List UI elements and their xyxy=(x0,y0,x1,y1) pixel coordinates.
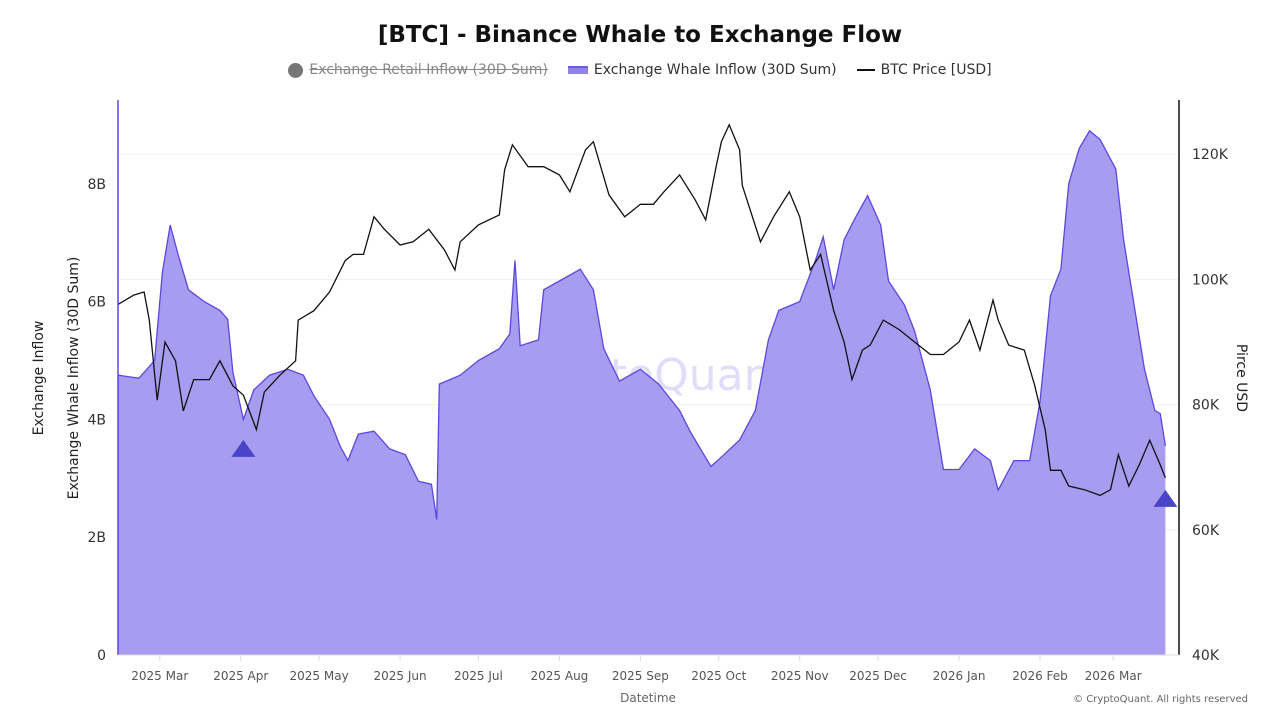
x-tick-label: 2025 Aug xyxy=(531,669,589,683)
copyright: © CryptoQuant. All rights reserved xyxy=(1073,694,1248,705)
x-tick-label: 2025 Apr xyxy=(213,669,268,683)
triangle-marker-icon xyxy=(1153,489,1178,507)
y-left-tick-label: 4B xyxy=(87,412,106,428)
legend-item-btc-price[interactable]: BTC Price [USD] xyxy=(856,62,992,78)
x-axis-label: Datetime xyxy=(620,691,676,705)
y-left-tick-label: 6B xyxy=(87,295,106,311)
x-tick-label: 2025 Nov xyxy=(771,669,829,683)
legend-label: Exchange Whale Inflow (30D Sum) xyxy=(593,62,837,78)
x-tick-label: 2025 Sep xyxy=(612,669,669,683)
y-axis-outer-label: Exchange Inflow xyxy=(31,321,47,436)
x-tick-label: 2026 Mar xyxy=(1085,669,1142,683)
whale-inflow-area xyxy=(118,130,1166,656)
y-right-tick-label: 100K xyxy=(1192,272,1229,288)
x-tick-label: 2025 Jun xyxy=(374,669,427,683)
legend-label: Exchange Retail Inflow (30D Sum) xyxy=(309,62,548,78)
whale-inflow-line xyxy=(117,129,1167,520)
x-tick-label: 2026 Feb xyxy=(1012,669,1068,683)
legend: Exchange Retail Inflow (30D Sum) Exchang… xyxy=(0,62,1280,78)
y-right-tick-label: 40K xyxy=(1192,648,1220,664)
triangle-marker-icon xyxy=(231,439,256,457)
y-right-tick-label: 60K xyxy=(1192,523,1220,539)
y-right-tick-label: 80K xyxy=(1192,398,1220,414)
y-axis-left-label: Exchange Whale Inflow (30D Sum) xyxy=(66,257,82,500)
y-left-tick-label: 0 xyxy=(97,648,106,664)
legend-item-whale-inflow[interactable]: Exchange Whale Inflow (30D Sum) xyxy=(567,62,837,78)
y-axis-right-label: Pirce USD xyxy=(1233,344,1249,412)
x-tick-label: 2025 Oct xyxy=(691,669,746,683)
legend-item-retail-inflow[interactable]: Exchange Retail Inflow (30D Sum) xyxy=(288,62,548,78)
x-tick-label: 2025 Dec xyxy=(849,669,907,683)
y-left-tick-label: 8B xyxy=(87,177,106,193)
area-swatch-icon xyxy=(567,66,588,74)
chart-title: [BTC] - Binance Whale to Exchange Flow xyxy=(377,22,903,48)
circle-icon xyxy=(288,62,304,78)
x-tick-label: 2025 May xyxy=(290,669,349,683)
y-right-tick-label: 120K xyxy=(1192,147,1229,163)
y-left-tick-label: 2B xyxy=(87,530,106,546)
x-tick-label: 2026 Jan xyxy=(933,669,986,683)
legend-label: BTC Price [USD] xyxy=(880,62,992,78)
x-tick-label: 2025 Mar xyxy=(131,669,188,683)
btc-price-line xyxy=(117,123,1167,497)
line-swatch-icon xyxy=(856,69,875,71)
x-tick-label: 2025 Jul xyxy=(454,669,503,683)
